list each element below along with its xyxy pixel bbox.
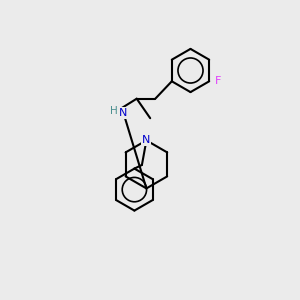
Text: N: N — [142, 135, 151, 146]
Text: F: F — [214, 76, 221, 86]
Text: H: H — [110, 106, 118, 116]
Text: N: N — [119, 108, 128, 118]
